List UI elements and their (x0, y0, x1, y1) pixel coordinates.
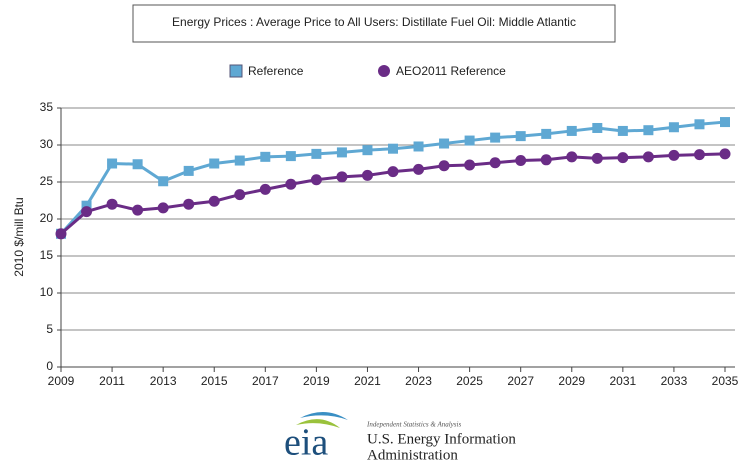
marker (81, 200, 92, 211)
logo-swoosh (300, 411, 348, 420)
x-tick-label: 2027 (507, 374, 534, 388)
marker (490, 132, 501, 143)
x-tick-label: 2021 (354, 374, 381, 388)
marker (132, 159, 143, 170)
x-tick-label: 2029 (558, 374, 585, 388)
chart-title: Energy Prices : Average Price to All Use… (172, 15, 576, 29)
marker (719, 148, 731, 160)
y-tick-label: 10 (40, 285, 54, 299)
legend-label: AEO2011 Reference (396, 64, 506, 78)
x-tick-label: 2033 (661, 374, 688, 388)
marker (259, 183, 271, 195)
marker (260, 151, 271, 162)
y-tick-label: 5 (46, 322, 53, 336)
marker (234, 155, 245, 166)
marker (540, 154, 552, 166)
y-tick-label: 30 (40, 137, 54, 151)
marker (464, 135, 475, 146)
marker (515, 131, 526, 142)
marker (489, 157, 501, 169)
x-tick-label: 2015 (201, 374, 228, 388)
marker (361, 169, 373, 181)
marker (183, 165, 194, 176)
logo-swoosh (296, 419, 340, 428)
y-tick-label: 15 (40, 248, 54, 262)
marker (132, 204, 144, 216)
marker (387, 166, 399, 178)
marker (208, 195, 220, 207)
marker (388, 143, 398, 154)
marker (566, 151, 578, 163)
marker (643, 125, 654, 136)
marker (183, 198, 195, 210)
logo-text: U.S. Energy Information (367, 431, 516, 447)
marker (209, 158, 220, 169)
marker (310, 174, 322, 186)
marker (285, 151, 296, 162)
y-tick-label: 20 (40, 211, 54, 225)
x-tick-label: 2025 (456, 374, 483, 388)
x-tick-label: 2009 (48, 374, 75, 388)
marker (668, 122, 679, 133)
marker (439, 138, 450, 149)
logo: eia Independent Statistics & Analysis U.… (284, 411, 516, 464)
marker (336, 171, 348, 183)
marker (106, 198, 118, 210)
marker (311, 148, 322, 159)
y-tick-label: 25 (40, 174, 54, 188)
marker (336, 147, 347, 158)
x-tick-label: 2019 (303, 374, 330, 388)
marker (107, 158, 118, 169)
marker (362, 145, 373, 156)
marker (693, 149, 705, 161)
x-tick-label: 2035 (712, 374, 738, 388)
series-line (60, 152, 726, 235)
logo-tagline: Independent Statistics & Analysis (366, 421, 461, 429)
y-tick-label: 35 (40, 100, 54, 114)
marker (413, 141, 424, 152)
marker (694, 119, 705, 130)
x-tick-label: 2017 (252, 374, 279, 388)
logo-text: Administration (367, 447, 458, 463)
marker (617, 125, 628, 136)
marker (157, 202, 169, 214)
marker (285, 178, 297, 190)
marker (591, 152, 603, 164)
x-tick-label: 2013 (150, 374, 177, 388)
title-box (132, 4, 616, 43)
marker (642, 151, 654, 163)
marker (55, 228, 67, 240)
marker (541, 128, 552, 139)
x-tick-label: 2031 (609, 374, 636, 388)
marker (515, 155, 527, 167)
logo-mark: eia (284, 422, 328, 464)
marker (81, 206, 93, 218)
marker (158, 176, 169, 187)
marker (617, 152, 629, 164)
marker (464, 159, 476, 171)
x-tick-label: 2011 (99, 374, 125, 388)
marker (234, 189, 246, 201)
marker (438, 160, 450, 172)
y-tick-label: 0 (46, 359, 53, 373)
marker (413, 163, 425, 175)
marker (668, 149, 680, 161)
marker (720, 117, 730, 128)
legend-marker (229, 64, 243, 78)
marker (592, 122, 603, 133)
x-tick-label: 2023 (405, 374, 432, 388)
marker (566, 125, 577, 136)
y-axis-label: 2010 $/mill Btu (12, 197, 26, 276)
legend-label: Reference (248, 64, 304, 78)
legend-marker (378, 65, 390, 77)
